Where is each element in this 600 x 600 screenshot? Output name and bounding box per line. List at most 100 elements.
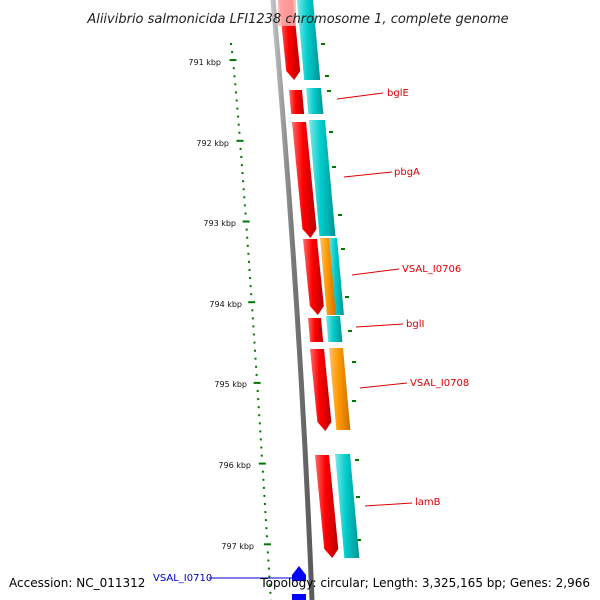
feature-track <box>278 0 360 558</box>
minor-tick <box>257 406 260 409</box>
tick-label-792: 792 kbp <box>196 139 229 148</box>
minor-tick <box>253 341 256 344</box>
minor-tick <box>261 470 264 473</box>
minor-tick <box>239 147 242 150</box>
minor-tick <box>269 591 272 594</box>
minor-tick <box>237 123 240 126</box>
minor-tick <box>357 539 361 541</box>
minor-tick <box>325 75 329 77</box>
minor-tick <box>248 260 250 263</box>
cds-arrow <box>308 318 324 342</box>
feature-highlight <box>278 0 296 26</box>
minor-tick <box>254 349 256 352</box>
minor-tick <box>246 236 249 239</box>
leader-line <box>359 382 408 389</box>
minor-tick <box>265 527 268 530</box>
minor-tick <box>246 244 249 247</box>
minor-tick <box>352 400 356 402</box>
cds-arrow <box>292 122 317 238</box>
minor-tick <box>256 390 259 392</box>
minor-tick <box>265 535 268 538</box>
tick-label-794: 794 kbp <box>209 300 242 309</box>
minor-tick <box>257 398 260 401</box>
minor-tick <box>266 551 269 554</box>
tick-label-791: 791 kbp <box>188 58 221 67</box>
leader-line <box>364 502 413 507</box>
minor-tick <box>242 188 245 191</box>
minor-tick <box>233 75 236 78</box>
gene-marker-VSAL_I0710 <box>292 566 306 600</box>
tick-label-796: 796 kbp <box>218 461 251 470</box>
genome-backbone <box>270 0 315 600</box>
leader-line <box>351 268 400 276</box>
minor-tick <box>250 293 253 296</box>
minor-tick <box>255 365 258 368</box>
minor-tick <box>264 519 267 522</box>
gene-label-VSAL_I0706: VSAL_I0706 <box>402 264 461 275</box>
minor-tick <box>338 214 342 216</box>
minor-tick <box>268 583 271 586</box>
minor-tick <box>263 494 266 497</box>
minor-tick <box>345 296 349 298</box>
tick-label-795: 795 kbp <box>214 380 247 389</box>
feature-block <box>320 238 336 315</box>
cds-arrow <box>315 455 339 558</box>
leader-line <box>336 92 384 100</box>
gene-label-lamB: lamB <box>415 497 441 508</box>
minor-tick <box>260 454 263 457</box>
minor-tick <box>245 228 248 231</box>
minor-tick <box>356 496 360 498</box>
major-tick <box>248 301 256 304</box>
gene-label-VSAL_I0710: VSAL_I0710 <box>153 573 212 584</box>
minor-tick <box>267 559 270 562</box>
minor-tick <box>231 51 234 54</box>
minor-tick <box>238 131 241 134</box>
topology-text: Topology: circular; Length: 3,325,165 bp… <box>259 576 590 590</box>
minor-tick <box>321 43 325 45</box>
minor-tick <box>230 43 232 45</box>
major-tick <box>258 462 266 465</box>
minor-tick <box>258 422 261 425</box>
minor-tick <box>260 446 263 449</box>
gene-label-VSAL_I0708: VSAL_I0708 <box>410 378 469 389</box>
gene-label-pbgA: pbgA <box>394 167 420 178</box>
leader-line <box>355 323 404 328</box>
feature-block <box>328 238 344 315</box>
accession-text: Accession: NC_011312 <box>9 576 145 590</box>
minor-tick <box>254 357 257 360</box>
minor-tick <box>341 248 345 250</box>
minor-tick <box>263 503 266 505</box>
tick-label-793: 793 kbp <box>203 219 236 228</box>
minor-tick <box>259 430 262 433</box>
gene-label-bglE: bglE <box>387 88 409 99</box>
minor-tick <box>262 486 265 489</box>
minor-tick <box>247 252 250 255</box>
minor-tick <box>234 83 237 86</box>
minor-tick <box>235 91 237 94</box>
minor-tick <box>243 196 246 199</box>
major-tick <box>253 381 261 384</box>
feature-block <box>329 348 351 430</box>
feature-block <box>306 88 324 114</box>
minor-tick <box>232 67 235 70</box>
cds-arrow <box>289 90 305 114</box>
gene-label-bglI: bglI <box>406 319 424 330</box>
minor-tick <box>240 164 243 167</box>
minor-tick <box>240 156 243 158</box>
feature-block <box>326 316 343 342</box>
minor-tick <box>252 333 255 336</box>
feature-block <box>297 0 321 80</box>
minor-tick <box>262 478 265 481</box>
minor-tick <box>252 325 255 328</box>
major-tick <box>242 220 250 223</box>
minor-tick <box>327 90 331 92</box>
minor-tick <box>235 99 238 102</box>
minor-tick <box>249 285 252 288</box>
label-leader-lines <box>209 92 413 579</box>
minor-tick <box>329 131 333 133</box>
feature-block <box>309 120 336 236</box>
major-tick <box>229 59 237 62</box>
major-tick <box>236 139 244 142</box>
minor-tick <box>355 459 359 461</box>
minor-tick <box>237 115 240 118</box>
